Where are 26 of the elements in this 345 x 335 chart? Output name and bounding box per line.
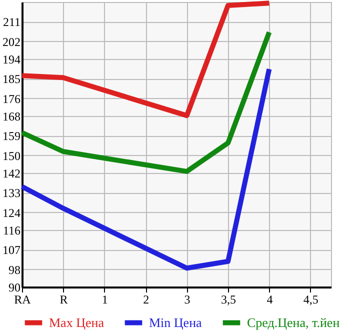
y-tick-label: 150: [2, 148, 20, 163]
y-tick-label: 176: [2, 92, 20, 106]
x-tick-label: RA: [14, 292, 32, 306]
legend-label: Сред.Цена, т.йен: [247, 314, 340, 330]
legend-label: Min Цена: [149, 314, 202, 330]
x-tick-label: 2: [143, 292, 150, 306]
y-tick-label: 168: [2, 110, 20, 124]
y-tick-label: 202: [2, 34, 20, 49]
x-tick-label: 1: [102, 292, 108, 306]
y-tick-label: 133: [2, 186, 20, 200]
x-tick-label: 3: [184, 292, 190, 306]
y-tick-label: 142: [2, 166, 20, 180]
y-tick-label: 124: [2, 206, 20, 220]
y-tick-label: 116: [2, 224, 20, 238]
x-tick-label: R: [60, 292, 68, 306]
y-tick-label: 194: [2, 52, 20, 66]
x-tick-label: 4,5: [303, 292, 318, 306]
y-tick-label: 98: [8, 262, 20, 277]
x-tick-label: 4: [266, 292, 273, 306]
legend-label: Max Цена: [49, 314, 104, 330]
y-tick-label: 107: [2, 243, 20, 258]
x-tick-label: 3,5: [221, 292, 236, 306]
y-tick-label: 90: [8, 280, 20, 294]
y-tick-label: 211: [2, 15, 20, 30]
y-tick-label: 185: [2, 72, 20, 86]
y-tick-label: 159: [2, 129, 20, 144]
